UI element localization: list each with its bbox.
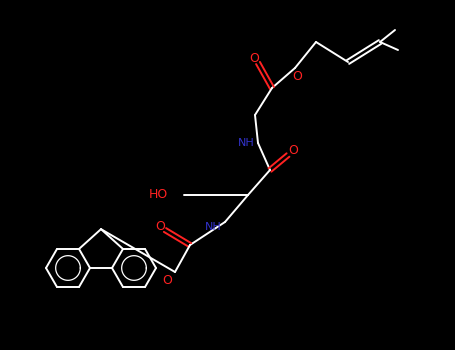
Text: O: O [292,70,302,83]
Text: NH: NH [205,222,222,232]
Text: O: O [288,145,298,158]
Text: HO: HO [149,189,168,202]
Text: O: O [249,51,259,64]
Text: NH: NH [238,138,254,148]
Text: O: O [162,273,172,287]
Text: O: O [155,219,165,232]
